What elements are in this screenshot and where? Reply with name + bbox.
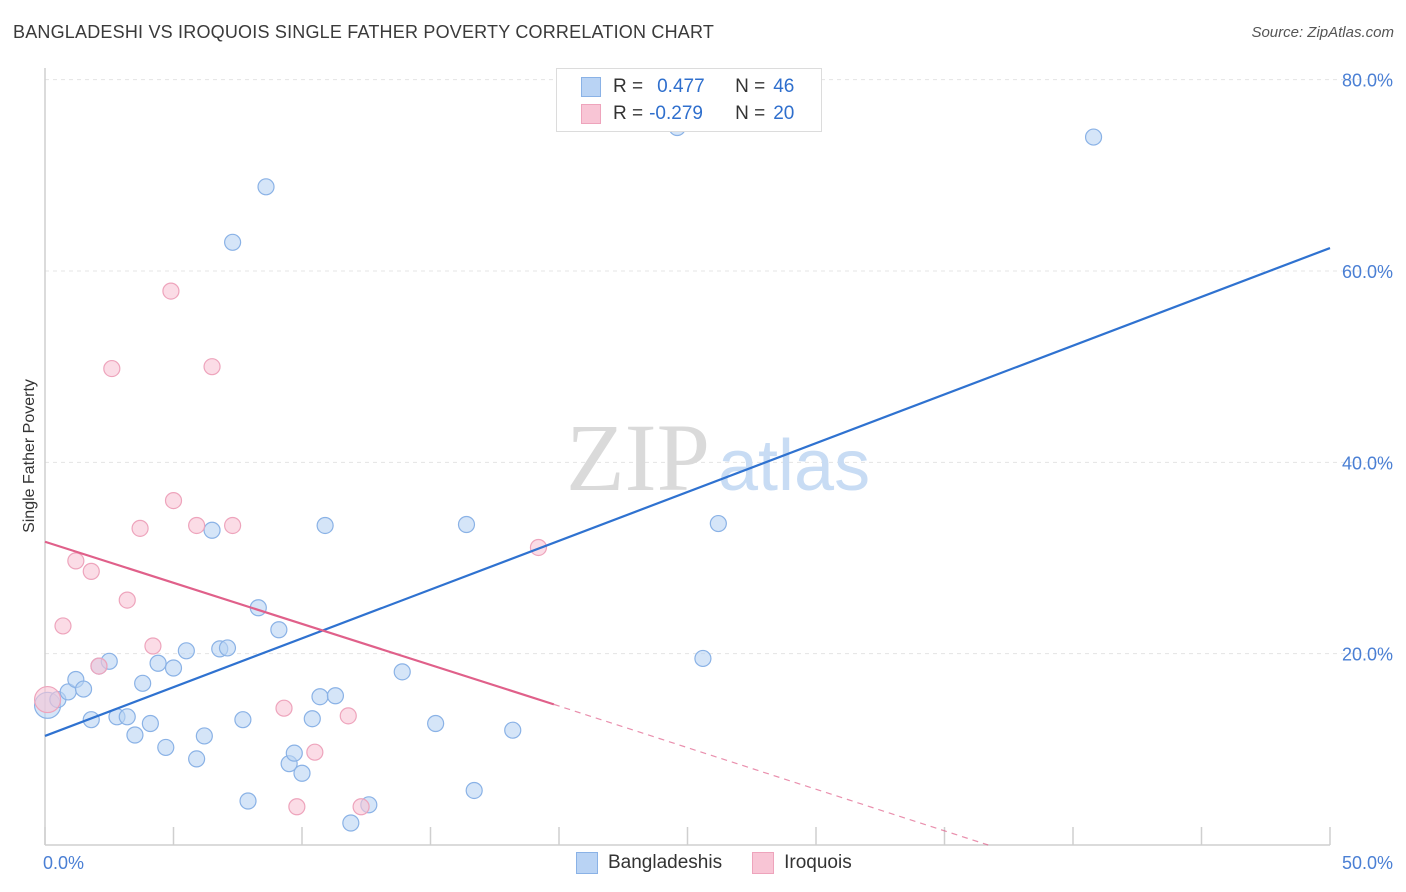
series-legend: Bangladeshis Iroquois: [576, 852, 882, 874]
iroquois-point: [90, 657, 108, 675]
bangladeshi-point: [149, 654, 167, 672]
x-tick-label: 0.0%: [43, 853, 84, 873]
bangladeshi-point: [709, 514, 727, 533]
bangladeshi-point: [234, 711, 252, 729]
bangladeshi-point: [126, 726, 144, 744]
watermark-atlas: atlas: [718, 426, 870, 506]
source-label: Source: ZipAtlas.com: [1251, 24, 1394, 41]
bangladeshi-point: [504, 721, 522, 739]
blue-swatch-icon: [581, 77, 601, 97]
bangladeshi-point: [311, 688, 329, 706]
tick-labels: 20.0% 40.0% 60.0% 80.0% 0.0% 50.0%: [43, 71, 1393, 873]
bangladeshi-point: [694, 649, 712, 668]
r-value: -0.279: [649, 103, 703, 124]
legend-label: Bangladeshis: [608, 852, 723, 873]
bangladeshi-point: [270, 621, 288, 639]
iroquois-point: [144, 637, 162, 655]
bangladeshi-point: [393, 663, 411, 681]
pink-swatch-icon: [581, 104, 601, 124]
iroquois-point: [275, 699, 293, 717]
iroquois-point: [82, 562, 100, 580]
bangladeshi-point: [218, 639, 237, 657]
r-label: R =: [613, 103, 644, 124]
iroquois-trend-extension: [553, 703, 989, 846]
bangladeshi-point: [157, 738, 175, 757]
bangladeshi-point: [134, 674, 152, 692]
y-tick-label: 40.0%: [1342, 453, 1393, 473]
bangladeshi-point: [427, 714, 445, 733]
bangladeshi-point: [203, 521, 221, 539]
pink-swatch-icon: [752, 852, 775, 874]
bangladeshi-point: [465, 781, 483, 800]
legend-row-iroquois: R = -0.279 N = 20: [581, 101, 794, 127]
bangladeshi-point: [257, 178, 275, 196]
legend-label: Iroquois: [784, 852, 852, 873]
iroquois-point: [188, 516, 206, 535]
bangladeshi-point: [195, 727, 213, 745]
x-tick-label: 50.0%: [1342, 853, 1393, 873]
legend-item-bangladeshis: Bangladeshis: [576, 852, 722, 874]
bangladeshi-point: [164, 659, 183, 677]
iroquois-point: [203, 358, 221, 376]
iroquois-point: [67, 552, 85, 570]
iroquois-trend-line: [44, 540, 555, 706]
iroquois-point: [352, 798, 370, 816]
bangladeshi-point: [285, 744, 303, 762]
bangladeshi-point: [82, 711, 100, 729]
watermark-zip: ZIP: [566, 404, 710, 511]
n-label: N =: [735, 103, 766, 124]
axes: [44, 68, 1331, 846]
iroquois-point: [306, 743, 324, 761]
iroquois-point: [131, 519, 149, 537]
y-tick-label: 20.0%: [1342, 645, 1393, 665]
y-tick-label: 80.0%: [1342, 71, 1393, 91]
iroquois-point: [118, 591, 136, 609]
bangladeshi-point: [1084, 128, 1103, 146]
bangladeshi-point: [177, 642, 195, 660]
bangladeshi-point: [239, 792, 257, 810]
blue-swatch-icon: [576, 852, 598, 874]
stats-legend: R = 0.477 N = 46 R = -0.279 N = 20: [556, 68, 822, 132]
n-value: 20: [773, 103, 795, 124]
iroquois-point: [162, 282, 180, 300]
r-label: R =: [613, 76, 644, 97]
bangladeshi-point: [118, 708, 136, 726]
bangladeshi-point: [457, 515, 476, 534]
gridlines: [45, 79, 1392, 655]
bangladeshi-point: [74, 680, 93, 698]
r-value: 0.477: [657, 76, 705, 97]
iroquois-point: [33, 685, 62, 714]
n-value: 46: [773, 76, 795, 97]
legend-item-iroquois: Iroquois: [752, 852, 852, 874]
y-tick-label: 60.0%: [1342, 262, 1393, 282]
chart-title: BANGLADESHI VS IROQUOIS SINGLE FATHER PO…: [13, 22, 715, 42]
bangladeshi-point: [188, 750, 206, 768]
bangladeshi-point: [326, 687, 345, 705]
iroquois-point: [288, 798, 306, 816]
bangladeshi-point: [224, 233, 242, 251]
bangladeshi-point: [342, 814, 360, 832]
legend-row-bangladeshis: R = 0.477 N = 46: [581, 74, 794, 100]
bangladeshi-trend-line: [44, 247, 1331, 737]
iroquois-point: [103, 359, 121, 378]
bangladeshi-point: [316, 516, 334, 535]
iroquois-point: [164, 492, 183, 510]
bangladeshi-point: [303, 710, 321, 728]
n-label: N =: [735, 76, 766, 97]
iroquois-point: [339, 707, 357, 725]
bangladeshi-point: [293, 764, 311, 782]
bangladeshi-point: [141, 714, 159, 733]
data-points: [33, 118, 1103, 832]
iroquois-point: [224, 516, 242, 535]
iroquois-point: [54, 617, 72, 635]
trend-lines: [44, 247, 1331, 846]
